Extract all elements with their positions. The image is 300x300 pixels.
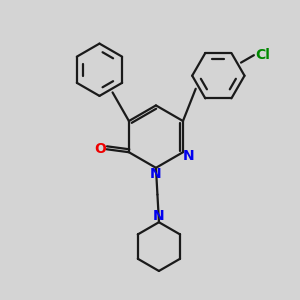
Text: O: O: [94, 142, 106, 156]
Text: N: N: [183, 149, 195, 163]
Text: N: N: [150, 167, 162, 182]
Text: Cl: Cl: [255, 48, 270, 62]
Text: N: N: [153, 209, 165, 223]
